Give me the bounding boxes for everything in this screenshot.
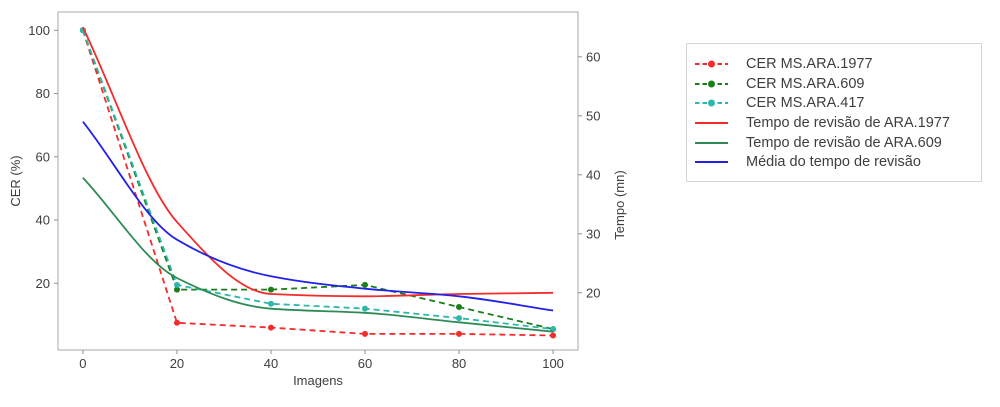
legend-label: CER MS.ARA.417 [746, 95, 865, 112]
y-left-tick-label: 20 [36, 276, 50, 291]
y-right-tick-label: 50 [586, 108, 600, 123]
series-line [82, 26, 554, 298]
y-left-tick-label: 100 [28, 23, 50, 38]
series-marker-dot [174, 281, 180, 288]
series-line [82, 30, 554, 337]
series-marker-dot [456, 315, 462, 322]
y-right-tick-label: 30 [586, 226, 600, 241]
series-marker-dot [268, 300, 274, 307]
legend-item: CER MS.ARA.1977 [693, 54, 981, 74]
series-marker-dot [362, 281, 368, 288]
x-tick-label: 0 [79, 356, 86, 371]
legend-line-swatch-icon [695, 99, 728, 107]
series-marker-dot [550, 332, 557, 339]
x-tick-label: 40 [264, 356, 278, 371]
y-right-tick-label: 40 [586, 167, 600, 182]
legend-item: Tempo de revisão de ARA.609 [693, 133, 981, 153]
x-tick-label: 20 [170, 356, 184, 371]
y-left-tick-label: 80 [36, 86, 50, 101]
y-left-tick-label: 40 [36, 213, 50, 228]
series-marker-dot [268, 286, 274, 293]
series-marker-dot [174, 319, 180, 326]
legend-label: Média do tempo de revisão [746, 154, 921, 171]
series-line [82, 29, 554, 330]
legend-item: CER MS.ARA.417 [693, 93, 981, 113]
series-line [82, 121, 554, 312]
axes-spines [57, 11, 579, 351]
y-right-axis-label: Tempo (mn) [612, 170, 627, 239]
legend-swatch-dot [708, 80, 715, 88]
series-marker-dot [268, 324, 274, 331]
y-right-tick-label: 60 [586, 49, 600, 64]
x-axis-label: Imagens [293, 373, 343, 388]
legend-item: Média do tempo de revisão [693, 152, 981, 172]
legend-line-swatch-icon [695, 161, 728, 164]
legend-line-swatch-icon [695, 141, 728, 144]
legend-label: CER MS.ARA.1977 [746, 55, 873, 72]
legend-line-swatch-icon [695, 80, 728, 88]
legend: CER MS.ARA.1977 CER MS.ARA.609 CER MS.AR… [686, 43, 982, 182]
series-marker-dot [550, 326, 557, 333]
series-marker-dot [362, 305, 368, 312]
series-line [82, 177, 554, 333]
legend-label: CER MS.ARA.609 [746, 75, 865, 92]
legend-label: Tempo de revisão de ARA.609 [746, 134, 942, 151]
legend-item: Tempo de revisão de ARA.1977 [693, 113, 981, 133]
legend-swatch-dot [708, 99, 715, 107]
legend-line-swatch-icon [695, 60, 728, 68]
x-tick-label: 80 [452, 356, 466, 371]
series-marker-dot [456, 330, 462, 337]
x-tick-label: 100 [542, 356, 564, 371]
y-left-tick-label: 60 [36, 149, 50, 164]
series-marker-dot [174, 286, 180, 293]
line-chart: 0 20 40 60 80 100 20 40 60 80 100 20 30 40 50 60 Imagen… [8, 11, 627, 388]
plot-area: 0 20 40 60 80 100 20 40 60 80 100 20 30 40 50 60 [28, 11, 600, 371]
x-tick-label: 60 [358, 356, 372, 371]
series-marker-dot [362, 330, 368, 337]
legend-swatch-dot [708, 60, 715, 68]
y-left-axis-label: CER (%) [8, 155, 23, 206]
legend-line-swatch-icon [695, 121, 728, 124]
series-marker-dot [456, 304, 462, 310]
legend-label: Tempo de revisão de ARA.1977 [746, 114, 950, 131]
legend-item: CER MS.ARA.609 [693, 74, 981, 94]
y-right-tick-label: 20 [586, 285, 600, 300]
